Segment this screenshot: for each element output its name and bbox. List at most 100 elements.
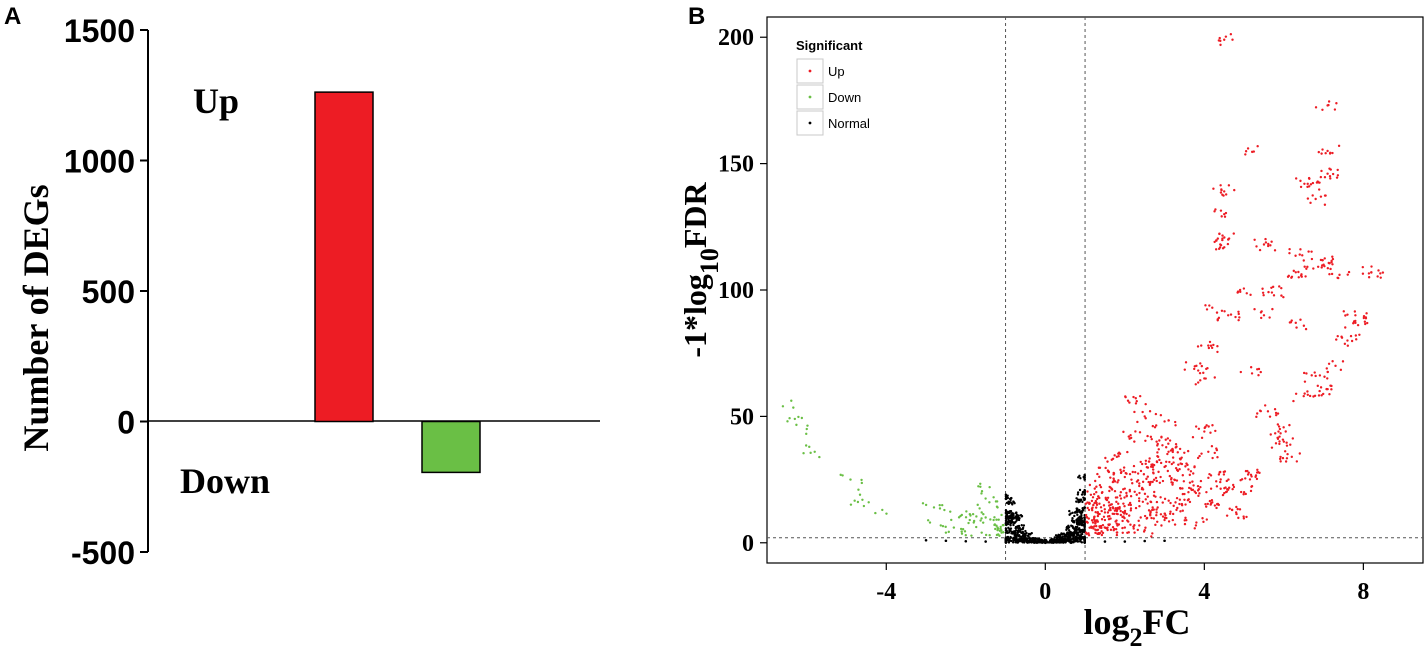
volcano-point-up [1189, 470, 1193, 473]
volcano-point-up [1123, 504, 1126, 508]
volcano-point-up [1171, 456, 1175, 459]
volcano-point-normal [1078, 508, 1081, 512]
volcano-point-up [1149, 435, 1153, 439]
volcano-legend: Significant Up Down Normal [796, 38, 870, 136]
volcano-point-up [1146, 466, 1150, 469]
volcano-point-up [1235, 512, 1238, 516]
volcano-point-up [1216, 237, 1220, 240]
volcano-point-up [1319, 175, 1323, 179]
volcano-point-up [1297, 270, 1300, 274]
volcano-point-up [1197, 369, 1200, 372]
volcano-point-up [1122, 488, 1125, 491]
volcano-point-up [1272, 294, 1276, 297]
volcano-point-up [1377, 269, 1380, 272]
volcano-point-up [1182, 480, 1186, 483]
volcano-point-up [1250, 372, 1254, 375]
volcano-point-normal [1063, 538, 1066, 541]
volcano-point-up [1131, 482, 1134, 485]
volcano-point-up [1334, 364, 1337, 368]
volcano-point-up [1096, 528, 1100, 532]
volcano-point-up [1129, 494, 1133, 498]
volcano-point-normal [1076, 498, 1080, 501]
volcano-point-up [1119, 471, 1123, 475]
volcano-point-up [1087, 517, 1090, 520]
bar-y-tick-label: -500 [71, 535, 135, 571]
volcano-point-up [1219, 478, 1222, 481]
volcano-point-up [1186, 449, 1190, 453]
volcano-point-up [1264, 241, 1268, 244]
volcano-point-down [969, 514, 972, 517]
volcano-point-up [1123, 516, 1126, 520]
volcano-point-up [1328, 167, 1331, 170]
volcano-x-tick-label: -4 [876, 579, 896, 605]
volcano-point-normal [1008, 516, 1011, 519]
volcano-point-up [1122, 430, 1125, 434]
volcano-point-up [1219, 480, 1222, 484]
volcano-point-up [1294, 271, 1297, 274]
volcano-point-up [1321, 108, 1324, 111]
volcano-point-up [1090, 519, 1094, 522]
volcano-point-up [1146, 475, 1149, 478]
volcano-point-up [1110, 503, 1114, 506]
volcano-threshold-lines [767, 17, 1423, 563]
volcano-point-up [1109, 486, 1112, 489]
volcano-point-down [793, 417, 797, 421]
volcano-point-up [1096, 519, 1099, 522]
volcano-point-up [1262, 294, 1265, 297]
volcano-point-up [1084, 513, 1088, 517]
volcano-point-up [1269, 433, 1272, 436]
volcano-point-normal [1004, 517, 1008, 520]
volcano-point-normal [1008, 539, 1011, 542]
volcano-point-normal [1018, 533, 1021, 537]
volcano-point-up [1276, 436, 1279, 439]
volcano-point-up [1106, 460, 1109, 463]
volcano-point-normal [1066, 527, 1070, 530]
volcano-point-up [1091, 521, 1095, 524]
volcano-point-down [965, 510, 968, 513]
volcano-point-up [1302, 324, 1306, 327]
volcano-point-down [960, 532, 964, 535]
volcano-point-up [1129, 503, 1133, 507]
volcano-point-normal [1049, 539, 1052, 543]
volcano-point-up [1313, 371, 1316, 374]
volcano-point-down [938, 507, 942, 510]
volcano-point-up [1100, 530, 1103, 533]
volcano-point-up [1108, 523, 1111, 526]
volcano-point-up [1104, 466, 1107, 470]
volcano-point-up [1094, 506, 1098, 509]
volcano-point-up [1181, 492, 1185, 496]
volcano-point-down [988, 501, 991, 504]
volcano-point-up [1188, 481, 1192, 484]
volcano-point-normal [1083, 516, 1086, 519]
volcano-point-normal [1004, 511, 1008, 514]
volcano-point-up [1335, 338, 1338, 341]
volcano-point-up [1310, 257, 1314, 261]
volcano-point-normal [1026, 541, 1029, 544]
volcano-point-up [1093, 519, 1096, 522]
volcano-point-up [1103, 508, 1106, 511]
volcano-point-normal [1016, 529, 1020, 533]
volcano-points [781, 32, 1385, 545]
volcano-point-normal [1083, 476, 1086, 480]
volcano-point-up [1151, 480, 1154, 484]
volcano-point-up [1278, 285, 1281, 288]
volcano-point-up [1115, 531, 1119, 534]
volcano-point-up [1097, 531, 1101, 535]
volcano-point-up [1140, 462, 1144, 466]
volcano-point-up [1203, 430, 1206, 433]
volcano-point-up [1344, 326, 1347, 329]
volcano-point-up [1087, 533, 1091, 537]
volcano-point-normal [1076, 513, 1079, 517]
volcano-point-up [1242, 493, 1245, 496]
volcano-point-up [1183, 368, 1186, 371]
volcano-point-down [970, 534, 973, 537]
volcano-point-normal [1017, 515, 1020, 518]
volcano-point-up [1363, 320, 1367, 323]
volcano-point-up [1084, 531, 1088, 534]
volcano-point-up [1270, 240, 1273, 243]
volcano-point-up [1266, 410, 1270, 413]
volcano-point-up [1097, 495, 1100, 498]
volcano-point-up [1122, 466, 1126, 469]
volcano-point-normal [1075, 522, 1079, 526]
volcano-point-up [1376, 275, 1379, 278]
